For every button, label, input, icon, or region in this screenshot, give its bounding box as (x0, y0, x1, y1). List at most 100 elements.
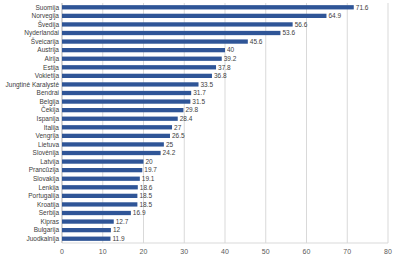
category-label: Šveicarija (31, 37, 60, 46)
tick-label: 40 (221, 248, 229, 255)
category-label: Nyderlandai (24, 29, 59, 37)
category-label: Slovakija (33, 175, 59, 183)
category-label: Bulgarija (34, 226, 60, 234)
data-label: 26.5 (172, 132, 185, 139)
data-label: 18.5 (139, 201, 152, 208)
data-label: 18.5 (139, 192, 152, 199)
bar (62, 48, 225, 52)
data-label: 11.9 (112, 235, 125, 242)
y-axis (62, 3, 63, 243)
bar (62, 211, 131, 215)
tick-label: 20 (140, 248, 148, 255)
category-label: Vokietija (35, 72, 60, 80)
data-label: 37.8 (218, 64, 231, 71)
category-label: Jungtinė Karalystė (6, 81, 60, 89)
bar (62, 74, 212, 78)
category-label: Lietuva (38, 141, 59, 148)
tick-label: 80 (384, 248, 392, 255)
tick-label: 50 (262, 248, 270, 255)
bar (62, 159, 144, 163)
data-label: 71.6 (356, 4, 369, 11)
data-label: 19.7 (144, 166, 157, 173)
tick-label: 30 (180, 248, 188, 255)
bar (62, 65, 216, 69)
bar (62, 117, 178, 121)
category-label: Serbija (39, 209, 60, 217)
bar (62, 142, 164, 146)
bar (62, 22, 293, 26)
category-label: Airija (45, 55, 60, 63)
category-label: Bendrai (37, 89, 59, 96)
data-label: 33.5 (201, 81, 214, 88)
bar (62, 82, 199, 86)
data-label: 12.7 (116, 218, 129, 225)
bar (62, 177, 140, 181)
grid-line (184, 3, 185, 243)
category-label: Juodkalnija (26, 235, 59, 243)
tick-label: 10 (99, 248, 107, 255)
bar (62, 168, 142, 172)
bar (62, 151, 161, 155)
grid (62, 3, 388, 243)
bars (62, 5, 354, 241)
data-label: 56.6 (295, 21, 308, 28)
data-label: 27 (174, 124, 182, 131)
category-label: Čekija (41, 105, 59, 114)
bar (62, 185, 138, 189)
grid-line (265, 3, 266, 243)
category-label: Kroatija (37, 201, 59, 209)
category-label: Vengrija (36, 132, 60, 140)
bar (62, 5, 354, 9)
grid-line (225, 3, 226, 243)
category-label: Prancūzija (29, 166, 60, 174)
category-label: Lenkija (38, 184, 59, 192)
tick-label: 60 (303, 248, 311, 255)
data-label: 45.6 (250, 38, 263, 45)
category-label: Norvegija (32, 12, 60, 20)
data-label: 64.9 (328, 12, 341, 19)
bar (62, 99, 190, 103)
grid-line (62, 3, 63, 243)
data-label: 18.6 (140, 184, 153, 191)
category-label: Suomija (36, 4, 60, 12)
data-label: 40 (227, 46, 235, 53)
category-label: Kipras (41, 218, 60, 226)
bar (62, 228, 111, 232)
data-label: 25 (166, 141, 174, 148)
bar (62, 91, 191, 95)
data-label: 28.4 (180, 115, 193, 122)
tick-label: 0 (60, 248, 64, 255)
bar (62, 219, 114, 223)
bar (62, 237, 110, 241)
bar (62, 39, 248, 43)
category-label: Ispanija (37, 115, 60, 123)
bar (62, 194, 137, 198)
category-label: Švedija (38, 20, 60, 29)
category-label: Slovėnija (33, 149, 60, 157)
data-label: 24.2 (163, 149, 176, 156)
data-label: 39.2 (224, 55, 237, 62)
bar (62, 14, 326, 18)
data-label: 31.7 (193, 89, 206, 96)
data-label: 19.1 (142, 175, 155, 182)
data-label: 12 (113, 226, 121, 233)
bar (62, 31, 280, 35)
grid-line (388, 3, 389, 243)
bar (62, 108, 183, 112)
category-label: Belgija (39, 98, 59, 106)
bar (62, 57, 222, 61)
data-label: 29.8 (185, 106, 198, 113)
category-label: Estija (43, 64, 59, 72)
x-axis (62, 243, 388, 244)
bar (62, 125, 172, 129)
grid-line (347, 3, 348, 243)
tick-label: 70 (343, 248, 351, 255)
bar (62, 202, 137, 206)
category-label: Portugalija (28, 192, 59, 200)
grid-line (306, 3, 307, 243)
data-label: 53.6 (282, 29, 295, 36)
data-label: 31.5 (192, 98, 205, 105)
category-label: Italija (44, 124, 60, 132)
chart: 0 10 20 30 40 50 60 70 80 71.6 Suomija 64.9 Norvegij… (0, 0, 400, 261)
data-label: 36.8 (214, 72, 227, 79)
